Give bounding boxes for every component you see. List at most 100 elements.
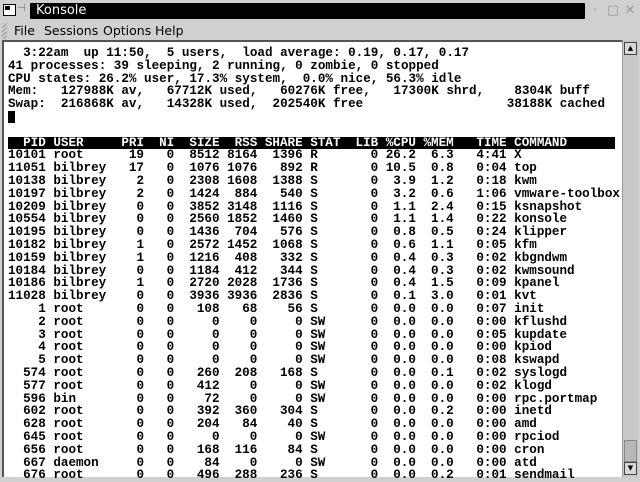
cell-stat: S (310, 468, 318, 482)
column-header-share: SHARE (264, 135, 303, 150)
uptime-line: 3:22am up 11:50, 5 users, load average: … (8, 46, 470, 60)
cell-share: 84 (287, 442, 303, 457)
cell-pid: 5 (38, 353, 46, 368)
cell-pri: 0 (136, 225, 144, 240)
cell-stat: S (310, 276, 318, 291)
pin-icon[interactable]: ⊣ (17, 3, 26, 14)
cell-user: bilbrey (53, 173, 107, 188)
cell-pid: 2 (38, 314, 46, 329)
menu-help[interactable]: Help (155, 23, 184, 38)
cell-size: 1216 (189, 250, 220, 265)
cell-mem: 0.5 (431, 225, 454, 240)
menu-options[interactable]: Options (103, 23, 152, 38)
cell-lib: 0 (370, 417, 379, 432)
cell-mem: 1.5 (431, 276, 454, 291)
cell-mem: 2.4 (431, 199, 454, 214)
menu-grip-icon[interactable] (2, 23, 7, 39)
cell-command: X (514, 148, 522, 163)
title-bar: ⊣ Konsole · □ ✕ (0, 0, 640, 21)
cell-share: 40 (287, 417, 303, 432)
cell-user: bilbrey (53, 250, 107, 265)
process-row: 574 root 0 0 260 208 168 S 0 0.0 0.1 0:02 syslogd (8, 367, 620, 380)
cell-cpu: 0.1 (393, 289, 416, 304)
cell-command: kvt (514, 289, 537, 304)
cell-cpu: 0.0 (393, 429, 416, 444)
cell-rss: 884 (234, 186, 258, 201)
cell-rss: 2028 (227, 276, 258, 291)
cell-time: 0:00 (476, 417, 507, 432)
cell-ni: 0 (166, 276, 175, 291)
cell-size: 1184 (189, 263, 220, 278)
cell-rss: 412 (234, 263, 258, 278)
vertical-scrollbar[interactable]: ▲ ▼ (622, 40, 638, 477)
process-row: 676 root 0 0 496 288 236 S 0 0.0 0.2 0:01 sendmail (8, 469, 620, 482)
cell-size: 72 (204, 391, 220, 406)
terminal-area[interactable]: 3:22am up 11:50, 5 users, load average: … (2, 40, 622, 482)
cell-mem: 0.0 (431, 417, 454, 432)
close-icon[interactable]: ✕ (624, 3, 636, 18)
cell-share: 2836 (272, 289, 303, 304)
cell-lib: 0 (370, 378, 379, 393)
cell-size: 2720 (189, 276, 220, 291)
cell-lib: 0 (370, 314, 379, 329)
cell-rss: 0 (249, 314, 258, 329)
scroll-down-icon[interactable]: ▼ (624, 462, 637, 475)
cell-mem: 1.1 (431, 237, 454, 252)
cell-pid: 4 (38, 340, 46, 355)
cell-pid: 1 (38, 301, 46, 316)
cell-share: 236 (279, 468, 303, 482)
cell-time: 0:15 (476, 199, 507, 214)
cell-share: 1388 (272, 173, 303, 188)
cell-cpu: 0.0 (393, 365, 416, 380)
cell-rss: 208 (234, 365, 258, 380)
cell-stat: SW (310, 391, 326, 406)
scrollbar-thumb[interactable] (624, 440, 637, 462)
terminal-icon[interactable] (3, 4, 16, 16)
cell-size: 0 (211, 314, 220, 329)
cell-cpu: 0.0 (393, 301, 416, 316)
cell-command: kbgndwm (514, 250, 568, 265)
process-row: 10138 bilbrey 2 0 2308 1608 1388 S 0 3.9 1.2 0:18 kw… (8, 175, 620, 188)
cell-cpu: 0.4 (393, 276, 416, 291)
cell-command: kfm (514, 237, 537, 252)
cell-pid: 574 (23, 365, 46, 380)
cell-time: 0:04 (476, 161, 507, 176)
menu-file[interactable]: File (14, 23, 35, 38)
cell-rss: 360 (234, 404, 258, 419)
cell-size: 3936 (189, 289, 220, 304)
cell-rss: 0 (249, 429, 258, 444)
minimize-icon[interactable]: · (592, 3, 598, 18)
menu-sessions[interactable]: Sessions (44, 23, 99, 38)
cell-command: init (514, 301, 545, 316)
cell-pri: 17 (128, 161, 144, 176)
cell-user: bilbrey (53, 212, 107, 227)
cell-time: 0:09 (476, 276, 507, 291)
column-header-mem: %MEM (423, 135, 454, 150)
cell-cpu: 0.0 (393, 340, 416, 355)
cell-command: top (514, 161, 537, 176)
cell-user: root (53, 378, 84, 393)
cell-cpu: 3.2 (393, 186, 416, 201)
cell-command: rpc.portmap (514, 391, 598, 406)
cell-command: kwmsound (514, 263, 575, 278)
cell-stat: S (310, 186, 318, 201)
cell-pri: 1 (136, 237, 144, 252)
process-row: 2 root 0 0 0 0 0 SW 0 0.0 0.0 0:00 kflushd (8, 314, 620, 329)
cell-cpu: 0.0 (393, 417, 416, 432)
cell-pri: 1 (136, 250, 144, 265)
cell-stat: SW (310, 340, 326, 355)
cell-size: 2560 (189, 212, 220, 227)
cell-mem: 0.1 (431, 365, 454, 380)
cell-share: 0 (295, 314, 303, 329)
process-row: 10195 bilbrey 0 0 1436 704 576 S 0 0.8 0.5 0:24 klip… (8, 226, 620, 239)
cell-share: 0 (295, 327, 303, 342)
cell-ni: 0 (166, 378, 175, 393)
cell-mem: 0.0 (431, 455, 454, 470)
cell-time: 0:05 (476, 327, 507, 342)
cell-size: 2572 (189, 237, 220, 252)
cell-time: 0:05 (476, 237, 507, 252)
maximize-icon[interactable]: □ (606, 3, 620, 18)
scroll-up-icon[interactable]: ▲ (624, 42, 637, 55)
cell-user: bin (53, 391, 77, 406)
cursor-line (8, 110, 620, 124)
